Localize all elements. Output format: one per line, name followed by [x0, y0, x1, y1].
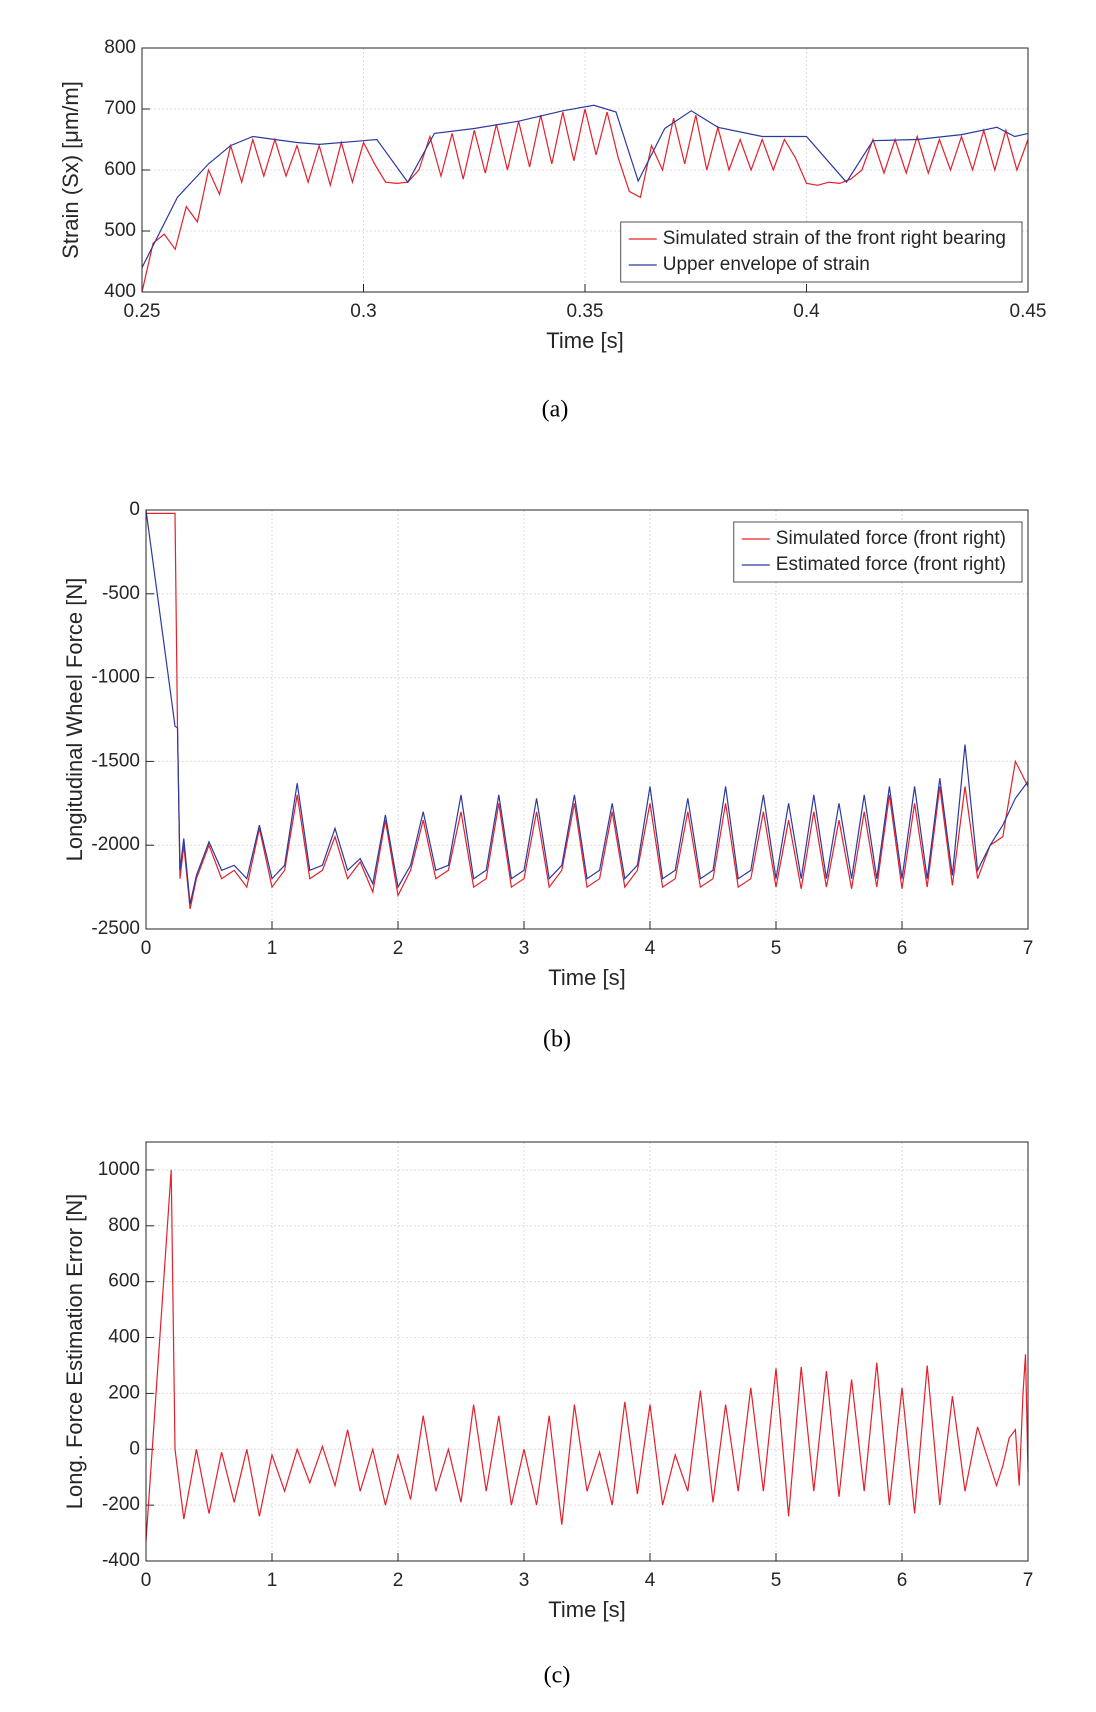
x-tick-label: 5 — [771, 1570, 782, 1591]
x-tick-label: 0.35 — [567, 301, 604, 322]
y-tick-label: -200 — [102, 1494, 140, 1515]
y-tick-label: -400 — [102, 1550, 140, 1571]
y-tick-label: -1500 — [91, 750, 140, 771]
x-tick-label: 0.25 — [124, 301, 161, 322]
y-tick-label: 700 — [104, 98, 136, 119]
x-tick-label: 7 — [1023, 938, 1034, 959]
x-axis-label: Time [s] — [546, 328, 623, 353]
caption: (c) — [544, 1663, 571, 1689]
data-line — [145, 509, 1029, 905]
x-tick-label: 4 — [645, 938, 656, 959]
plot-frame — [145, 509, 1029, 930]
legend-label: Estimated force (front right) — [776, 554, 1006, 575]
x-tick-label: 0.45 — [1010, 301, 1047, 322]
x-tick-label: 6 — [897, 938, 908, 959]
y-tick-label: 400 — [108, 1327, 140, 1348]
x-tick-label: 0 — [141, 1570, 152, 1591]
y-tick-label: -2000 — [91, 834, 140, 855]
y-axis-label: Longitudinal Wheel Force [N] — [62, 578, 87, 862]
x-tick-label: 1 — [267, 938, 278, 959]
data-line — [141, 104, 1029, 268]
caption: (a) — [542, 397, 569, 423]
x-tick-label: 4 — [645, 1570, 656, 1591]
y-tick-label: 0 — [129, 1438, 140, 1459]
y-axis-label: Long. Force Estimation Error [N] — [62, 1194, 87, 1509]
x-axis-label: Time [s] — [548, 1597, 625, 1622]
y-tick-label: 1000 — [98, 1159, 140, 1180]
y-tick-label: 600 — [104, 159, 136, 180]
y-tick-label: 800 — [104, 37, 136, 58]
plot-frame — [145, 1141, 1029, 1562]
x-tick-label: 0.3 — [350, 301, 376, 322]
y-tick-label: 800 — [108, 1215, 140, 1236]
data-line — [146, 512, 1029, 910]
y-tick-label: -1000 — [91, 667, 140, 688]
x-tick-label: 0 — [141, 938, 152, 959]
y-tick-label: -500 — [102, 583, 140, 604]
x-tick-label: 3 — [519, 1570, 530, 1591]
x-tick-label: 1 — [267, 1570, 278, 1591]
data-line — [141, 108, 1029, 293]
legend-label: Simulated force (front right) — [776, 528, 1006, 549]
y-tick-label: 400 — [104, 281, 136, 302]
y-tick-label: 200 — [108, 1382, 140, 1403]
legend-label: Simulated strain of the front right bear… — [663, 228, 1006, 249]
legend-box — [620, 221, 1023, 283]
caption: (b) — [543, 1027, 571, 1053]
legend: Simulated strain of the front right bear… — [620, 221, 1023, 283]
data-line — [145, 1169, 1029, 1542]
legend-label: Upper envelope of strain — [663, 254, 870, 275]
x-tick-label: 7 — [1023, 1570, 1034, 1591]
x-tick-label: 5 — [771, 938, 782, 959]
x-tick-label: 2 — [393, 1570, 404, 1591]
x-tick-label: 0.4 — [793, 301, 820, 322]
y-axis-label: Strain (Sx) [μm/m] — [58, 81, 83, 259]
y-tick-label: -2500 — [91, 918, 140, 939]
x-tick-label: 3 — [519, 938, 530, 959]
x-tick-label: 6 — [897, 1570, 908, 1591]
plot-frame — [141, 47, 1029, 293]
y-tick-label: 500 — [104, 220, 136, 241]
x-tick-label: 2 — [393, 938, 404, 959]
y-tick-label: 0 — [129, 499, 140, 520]
plot-area — [146, 1142, 1028, 1561]
legend-box — [733, 521, 1023, 583]
x-axis-label: Time [s] — [548, 965, 625, 990]
y-tick-label: 600 — [108, 1271, 140, 1292]
legend: Simulated force (front right) Estimated f… — [733, 521, 1023, 583]
